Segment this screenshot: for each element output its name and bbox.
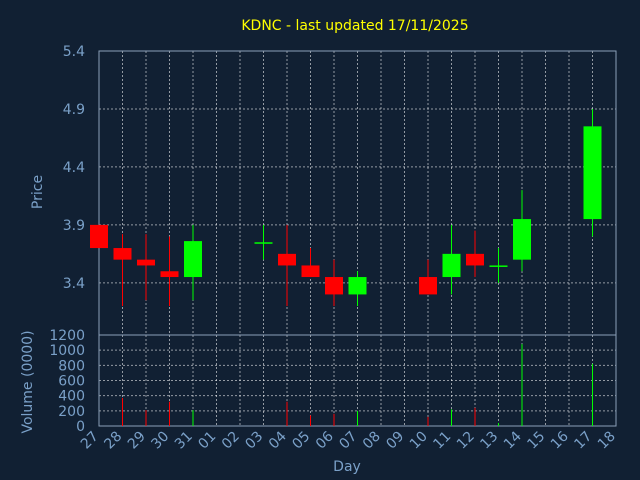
volume-axis-title: Volume (0000) <box>20 330 36 433</box>
x-tick-label: 06 <box>313 428 337 452</box>
x-tick-label: 15 <box>524 429 548 453</box>
x-tick-label: 10 <box>407 429 431 453</box>
x-tick-label: 17 <box>571 429 595 453</box>
price-tick-label: 5.4 <box>63 44 85 60</box>
x-tick-label: 13 <box>477 429 501 453</box>
x-tick-label: 04 <box>266 428 290 452</box>
candle-body <box>160 271 179 278</box>
volume-tick-label: 200 <box>58 404 85 420</box>
x-tick-label: 18 <box>595 429 619 453</box>
x-tick-label: 30 <box>148 429 172 453</box>
volume-tick-label: 800 <box>58 358 85 374</box>
x-tick-label: 08 <box>360 429 384 453</box>
candle-body <box>442 253 461 278</box>
candle-body <box>513 219 531 260</box>
x-tick-label: 07 <box>336 429 360 453</box>
price-tick-label: 4.4 <box>63 160 85 176</box>
volume-tick-label: 1000 <box>49 343 85 359</box>
price-tick-label: 3.4 <box>63 276 85 292</box>
volume-tick-label: 0 <box>76 419 85 435</box>
x-tick-label: 29 <box>125 429 149 453</box>
candle-body <box>113 248 132 260</box>
x-tick-label: 11 <box>430 429 454 453</box>
candle-body <box>184 241 202 278</box>
candle-body <box>489 265 508 267</box>
x-tick-label: 12 <box>454 429 478 453</box>
x-tick-label: 03 <box>242 429 266 453</box>
candle-body <box>254 242 273 244</box>
x-tick-label: 31 <box>172 429 196 453</box>
candle-body <box>137 259 155 266</box>
x-tick-label: 05 <box>289 429 313 453</box>
candle-body <box>583 126 602 220</box>
price-tick-label: 3.9 <box>63 218 85 234</box>
candle-body <box>419 277 437 295</box>
x-tick-label: 09 <box>383 429 407 453</box>
x-tick-label: 28 <box>101 429 125 453</box>
price-panel: 3.4 3.9 4.4 4.9 5.4 <box>63 44 617 336</box>
candle-body <box>301 265 320 278</box>
candle-body <box>278 253 296 266</box>
price-tick-label: 4.9 <box>63 102 85 118</box>
x-axis-title: Day <box>333 459 361 475</box>
volume-tick-label: 400 <box>58 389 85 405</box>
x-axis: 27 28 29 30 31 01 02 03 04 05 06 07 08 09 10 11 12 13 14 15… <box>78 428 619 452</box>
price-axis-title: Price <box>30 175 46 209</box>
x-tick-label: 14 <box>501 428 525 452</box>
candle-body <box>325 277 343 295</box>
x-tick-label: 02 <box>219 429 243 453</box>
volume-tick-label: 1200 <box>49 328 85 344</box>
candle-body <box>466 253 484 266</box>
candle-body <box>348 277 367 295</box>
chart-title: KDNC - last updated 17/11/2025 <box>241 18 468 34</box>
x-tick-label: 01 <box>195 429 219 453</box>
volume-tick-label: 600 <box>58 374 85 390</box>
x-tick-label: 16 <box>548 428 572 452</box>
candle-body <box>90 224 108 249</box>
